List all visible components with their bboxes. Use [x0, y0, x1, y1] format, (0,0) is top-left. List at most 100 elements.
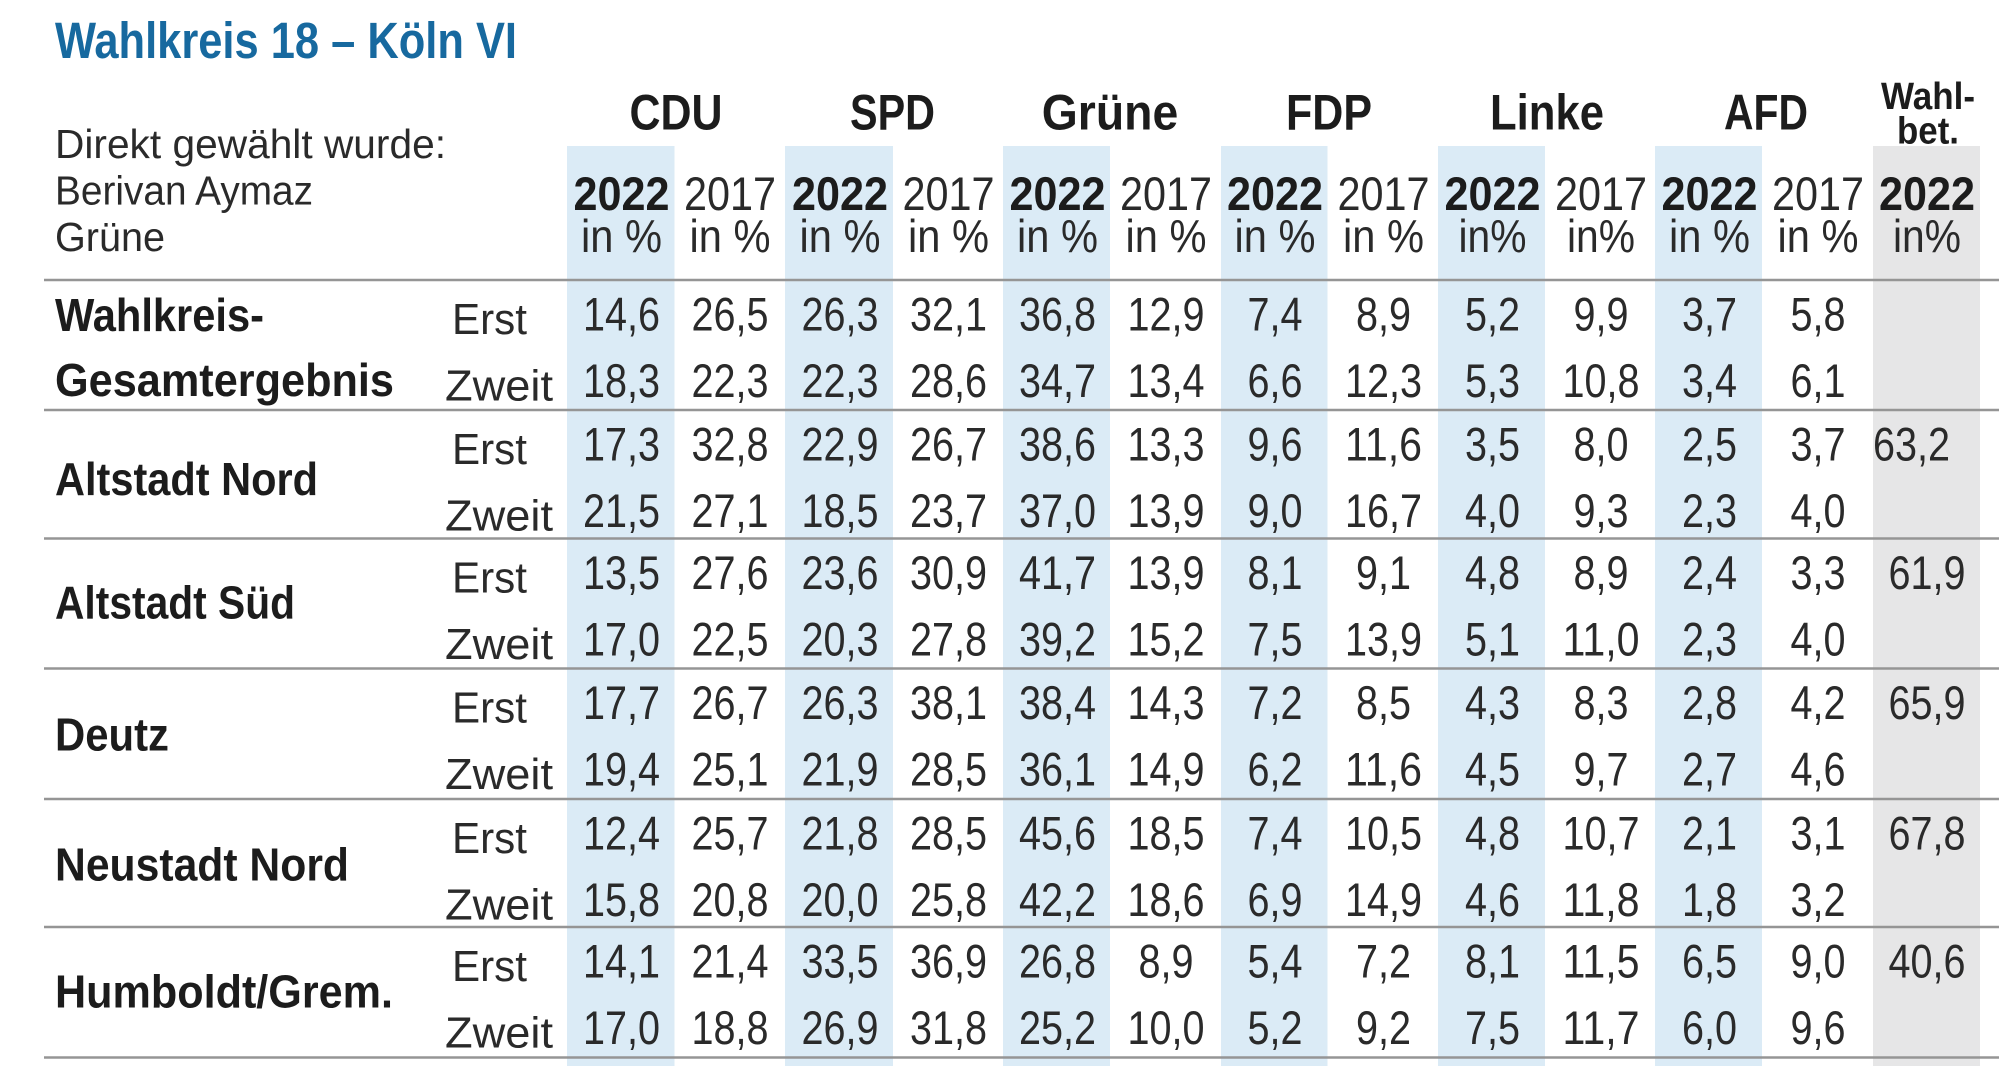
- svg-text:13,9: 13,9: [1128, 484, 1205, 537]
- svg-text:5,3: 5,3: [1465, 354, 1520, 407]
- svg-text:Altstadt Nord: Altstadt Nord: [55, 453, 318, 505]
- svg-text:42,2: 42,2: [1019, 873, 1096, 926]
- svg-text:3,2: 3,2: [1791, 873, 1846, 926]
- svg-text:2022: 2022: [1445, 167, 1541, 220]
- svg-text:2,4: 2,4: [1682, 546, 1737, 599]
- svg-text:2,3: 2,3: [1682, 613, 1737, 666]
- svg-text:2017: 2017: [903, 167, 995, 220]
- svg-text:2017: 2017: [1120, 167, 1212, 220]
- svg-text:8,0: 8,0: [1574, 418, 1629, 471]
- svg-text:28,6: 28,6: [910, 354, 987, 407]
- svg-text:3,4: 3,4: [1682, 354, 1737, 407]
- svg-text:17,0: 17,0: [583, 613, 660, 666]
- svg-text:7,5: 7,5: [1465, 1001, 1520, 1054]
- svg-text:in %: in %: [1235, 210, 1316, 262]
- svg-text:CDU: CDU: [630, 85, 723, 141]
- svg-text:Zweit: Zweit: [445, 1009, 553, 1058]
- svg-text:21,9: 21,9: [802, 743, 879, 796]
- svg-text:34,7: 34,7: [1019, 354, 1096, 407]
- svg-text:38,4: 38,4: [1019, 676, 1096, 729]
- svg-text:Neustadt Nord: Neustadt Nord: [55, 839, 349, 891]
- svg-text:2022: 2022: [1010, 167, 1106, 220]
- svg-text:23,6: 23,6: [802, 546, 879, 599]
- svg-text:8,1: 8,1: [1465, 935, 1520, 988]
- svg-text:25,2: 25,2: [1019, 1001, 1096, 1054]
- svg-text:18,6: 18,6: [1128, 873, 1205, 926]
- svg-text:6,2: 6,2: [1248, 743, 1303, 796]
- svg-text:Berivan Aymaz: Berivan Aymaz: [55, 168, 313, 214]
- svg-text:26,7: 26,7: [910, 418, 987, 471]
- svg-text:5,2: 5,2: [1248, 1001, 1303, 1054]
- svg-text:13,4: 13,4: [1128, 354, 1205, 407]
- svg-text:21,4: 21,4: [692, 935, 769, 988]
- svg-text:18,5: 18,5: [802, 484, 879, 537]
- svg-text:2022: 2022: [1879, 167, 1975, 220]
- svg-text:SPD: SPD: [850, 85, 935, 141]
- svg-text:4,0: 4,0: [1791, 613, 1846, 666]
- svg-text:65,9: 65,9: [1889, 676, 1966, 729]
- svg-text:18,3: 18,3: [583, 354, 660, 407]
- svg-text:15,8: 15,8: [583, 873, 660, 926]
- svg-text:7,2: 7,2: [1356, 935, 1411, 988]
- svg-text:22,3: 22,3: [802, 354, 879, 407]
- svg-text:27,8: 27,8: [910, 613, 987, 666]
- svg-text:8,9: 8,9: [1139, 935, 1194, 988]
- svg-text:Grüne: Grüne: [55, 214, 165, 260]
- svg-text:36,9: 36,9: [910, 935, 987, 988]
- svg-text:9,6: 9,6: [1791, 1001, 1846, 1054]
- svg-text:9,9: 9,9: [1574, 288, 1629, 341]
- svg-text:4,6: 4,6: [1791, 743, 1846, 796]
- svg-text:4,5: 4,5: [1465, 743, 1520, 796]
- svg-text:11,0: 11,0: [1563, 613, 1640, 666]
- svg-text:11,8: 11,8: [1563, 873, 1640, 926]
- svg-text:4,8: 4,8: [1465, 546, 1520, 599]
- svg-text:Direkt gewählt wurde:: Direkt gewählt wurde:: [55, 121, 446, 167]
- svg-text:in %: in %: [1669, 210, 1750, 262]
- svg-text:Wahlkreis-: Wahlkreis-: [55, 289, 264, 341]
- svg-text:21,5: 21,5: [583, 484, 660, 537]
- svg-text:25,8: 25,8: [910, 873, 987, 926]
- svg-text:in %: in %: [690, 210, 771, 262]
- svg-text:26,5: 26,5: [692, 288, 769, 341]
- svg-text:8,5: 8,5: [1356, 676, 1411, 729]
- svg-text:31,8: 31,8: [910, 1001, 987, 1054]
- svg-text:3,3: 3,3: [1791, 546, 1846, 599]
- svg-text:13,5: 13,5: [583, 546, 660, 599]
- svg-text:37,0: 37,0: [1019, 484, 1096, 537]
- svg-text:10,0: 10,0: [1128, 1001, 1205, 1054]
- svg-text:Deutz: Deutz: [55, 709, 169, 761]
- svg-text:22,5: 22,5: [692, 613, 769, 666]
- svg-text:in %: in %: [800, 210, 881, 262]
- svg-text:16,7: 16,7: [1345, 484, 1422, 537]
- svg-text:18,8: 18,8: [692, 1001, 769, 1054]
- svg-text:7,4: 7,4: [1248, 288, 1303, 341]
- svg-text:26,3: 26,3: [802, 676, 879, 729]
- svg-text:11,5: 11,5: [1563, 935, 1640, 988]
- svg-text:22,9: 22,9: [802, 418, 879, 471]
- svg-text:10,8: 10,8: [1563, 354, 1640, 407]
- svg-text:20,3: 20,3: [802, 613, 879, 666]
- svg-text:26,3: 26,3: [802, 288, 879, 341]
- svg-text:25,7: 25,7: [692, 807, 769, 860]
- svg-text:Erst: Erst: [452, 684, 527, 733]
- svg-text:7,4: 7,4: [1248, 807, 1303, 860]
- svg-text:5,2: 5,2: [1465, 288, 1520, 341]
- svg-text:4,0: 4,0: [1791, 484, 1846, 537]
- svg-text:2017: 2017: [684, 167, 776, 220]
- svg-text:bet.: bet.: [1897, 111, 1959, 153]
- svg-text:11,7: 11,7: [1563, 1001, 1640, 1054]
- svg-text:26,7: 26,7: [692, 676, 769, 729]
- svg-text:Grüne: Grüne: [1042, 85, 1179, 141]
- svg-text:2017: 2017: [1772, 167, 1864, 220]
- svg-text:63,2: 63,2: [1873, 418, 1950, 471]
- svg-text:9,0: 9,0: [1791, 935, 1846, 988]
- svg-text:27,1: 27,1: [692, 484, 769, 537]
- svg-text:30,9: 30,9: [910, 546, 987, 599]
- svg-text:21,8: 21,8: [802, 807, 879, 860]
- svg-text:36,8: 36,8: [1019, 288, 1096, 341]
- svg-text:11,6: 11,6: [1345, 418, 1422, 471]
- svg-text:14,9: 14,9: [1128, 743, 1205, 796]
- svg-text:4,2: 4,2: [1791, 676, 1846, 729]
- svg-text:12,9: 12,9: [1128, 288, 1205, 341]
- svg-text:5,1: 5,1: [1465, 613, 1520, 666]
